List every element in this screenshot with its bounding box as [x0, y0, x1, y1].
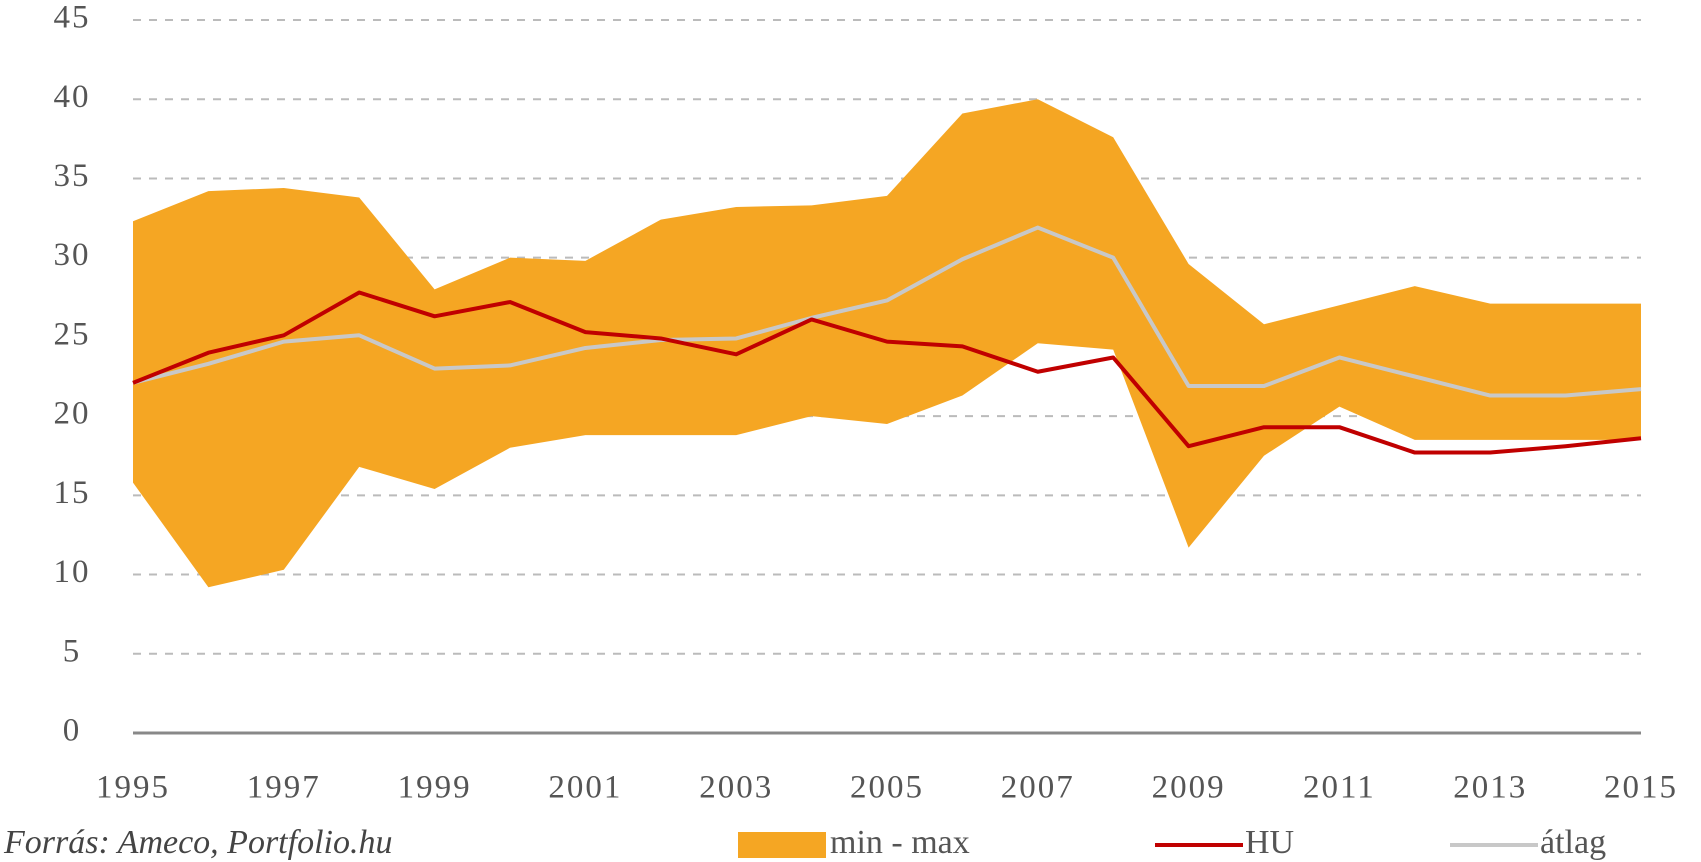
x-tick-label: 2001	[548, 770, 622, 806]
x-tick-label: 2007	[1001, 770, 1075, 806]
y-tick-label: 30	[54, 237, 91, 273]
y-tick-label: 15	[54, 475, 91, 511]
y-tick-label: 45	[54, 0, 91, 36]
x-tick-label: 1997	[247, 770, 321, 806]
y-tick-label: 0	[63, 713, 82, 749]
y-tick-label: 40	[54, 79, 91, 115]
x-tick-label: 2005	[850, 770, 924, 806]
y-tick-label: 35	[54, 158, 91, 194]
legend-label: átlag	[1540, 824, 1606, 861]
x-tick-label: 2011	[1303, 770, 1376, 806]
y-tick-label: 20	[54, 396, 91, 432]
y-tick-label: 5	[63, 633, 82, 669]
x-tick-label: 2013	[1453, 770, 1527, 806]
legend-label: HU	[1245, 824, 1294, 861]
series-line	[132, 290, 1642, 455]
x-tick-label: 1999	[398, 770, 472, 806]
y-tick-label: 25	[54, 316, 91, 352]
series-line	[132, 225, 1642, 398]
legend-swatch	[738, 832, 826, 858]
y-tick-label: 10	[54, 554, 91, 590]
x-tick-label: 1995	[96, 770, 170, 806]
x-tick-label: 2003	[699, 770, 773, 806]
x-tick-label: 2009	[1152, 770, 1226, 806]
legend-label: min - max	[830, 824, 970, 861]
x-tick-label: 2015	[1604, 770, 1678, 806]
source-note: Forrás: Ameco, Portfolio.hu	[3, 824, 392, 861]
